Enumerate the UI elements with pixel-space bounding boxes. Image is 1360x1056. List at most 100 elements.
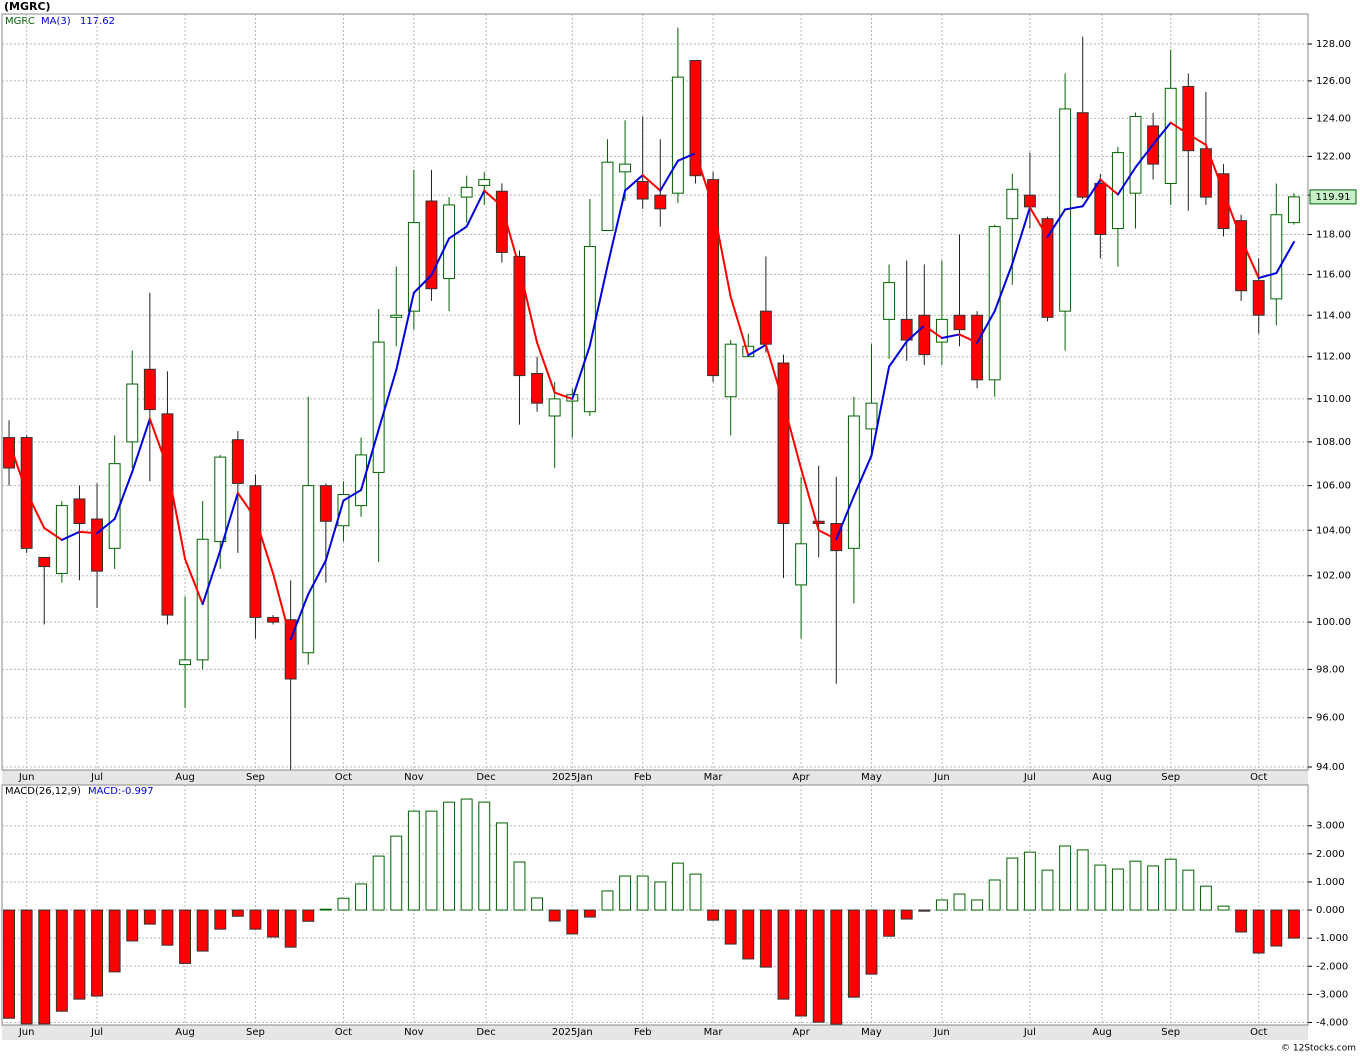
ma-segment: [712, 205, 732, 298]
candle-body: [1182, 85, 1195, 152]
macd-bar: [108, 909, 121, 973]
x-tick-label: Apr: [792, 1027, 810, 1038]
ma-segment: [993, 262, 1014, 313]
ma-segment: [219, 491, 239, 552]
candle-body: [231, 439, 244, 484]
y-tick-label: -2.000: [1316, 961, 1348, 972]
x-tick-label: Feb: [634, 1027, 652, 1038]
x-tick-label: Sep: [246, 772, 265, 783]
ma-segment: [1152, 121, 1172, 146]
macd-bar: [55, 909, 68, 1012]
y-tick-label: 112.00: [1316, 352, 1351, 363]
candle-body: [689, 60, 702, 177]
candle-body: [1287, 196, 1300, 224]
ma-segment: [272, 572, 292, 641]
macd-bar: [918, 909, 931, 912]
macd-bar: [3, 909, 15, 1019]
x-tick-label: Nov: [404, 1027, 424, 1038]
candle-body: [724, 343, 737, 398]
ma-segment: [465, 189, 486, 228]
y-tick-label: -1.000: [1316, 933, 1348, 944]
ma-segment: [518, 266, 539, 344]
macd-bar: [548, 909, 561, 922]
candle-body: [372, 341, 385, 473]
ma-segment: [307, 559, 327, 596]
ma-segment: [8, 440, 28, 494]
candle-body: [1199, 148, 1212, 198]
ma-segment: [676, 152, 697, 162]
macd-bar: [583, 909, 596, 918]
candle-body: [478, 179, 491, 186]
macd-bar: [1287, 909, 1300, 939]
ma-segment: [923, 324, 943, 339]
ma-segment: [536, 341, 556, 394]
ma-segment: [553, 391, 574, 400]
y-tick-label: 124.00: [1316, 113, 1351, 124]
x-tick-label: Sep: [1161, 772, 1180, 783]
ma-segment: [764, 343, 785, 405]
y-tick-label: 1.000: [1316, 877, 1345, 888]
candle-body: [126, 383, 139, 443]
y-tick-label: 102.00: [1316, 571, 1351, 582]
x-tick-label: 2025Jan: [552, 772, 593, 783]
ma-segment: [588, 264, 609, 347]
ma-segment: [747, 343, 767, 357]
ma-segment: [483, 189, 503, 208]
macd-bar: [1023, 851, 1036, 911]
last-price-label: 119.91: [1316, 192, 1351, 203]
candle-body: [707, 179, 720, 377]
y-tick-label: 114.00: [1316, 310, 1351, 321]
macd-bar: [249, 909, 262, 930]
candle-body: [900, 318, 913, 341]
x-tick-label: Sep: [1161, 1027, 1180, 1038]
y-tick-label: 94.00: [1316, 762, 1345, 773]
candle-body: [1217, 173, 1230, 230]
ma-segment: [184, 558, 204, 606]
macd-bar: [1059, 845, 1072, 911]
y-tick-label: 126.00: [1316, 76, 1351, 87]
ma-segment: [1257, 272, 1278, 279]
macd-bar: [619, 875, 632, 911]
ma-segment: [1240, 237, 1260, 279]
ma-segment: [1099, 178, 1119, 196]
ma-segment: [782, 402, 803, 470]
y-tick-label: 108.00: [1316, 437, 1351, 448]
footer: © 12Stocks.com: [1281, 1044, 1356, 1054]
candle-body: [971, 314, 984, 381]
candle-body: [812, 520, 825, 525]
candle-body: [953, 314, 966, 331]
candle-body: [161, 413, 174, 616]
candle-body: [583, 245, 596, 413]
candle-body: [284, 619, 297, 680]
x-tick-label: Dec: [476, 772, 495, 783]
macd-bar: [847, 909, 860, 998]
ma-segment: [694, 152, 715, 208]
macd-bar: [214, 909, 227, 930]
macd-bar: [337, 897, 350, 911]
ma-segment: [852, 454, 873, 498]
x-tick-label: Aug: [1092, 1027, 1112, 1038]
candle-body: [1094, 182, 1107, 235]
candle-body: [988, 226, 1001, 381]
ma-segment: [395, 291, 415, 371]
legend-ma-value: 117.62: [80, 16, 115, 27]
macd-bar: [443, 801, 456, 911]
macd-bar: [1164, 858, 1177, 911]
y-tick-label: 106.00: [1316, 481, 1351, 492]
x-tick-label: Mar: [704, 772, 724, 783]
x-tick-label: May: [861, 772, 882, 783]
candle-body: [759, 310, 772, 345]
ma-segment: [448, 225, 468, 240]
y-tick-label: 2.000: [1316, 849, 1345, 860]
x-tick-label: Sep: [246, 1027, 265, 1038]
x-axis-band: [2, 770, 1308, 785]
ma-segment: [360, 428, 380, 492]
macd-bar: [196, 909, 209, 952]
y-tick-label: -4.000: [1316, 1017, 1348, 1028]
macd-bar: [126, 909, 139, 942]
candle-body: [1006, 188, 1019, 220]
ma-segment: [60, 530, 81, 541]
y-tick-label: 122.00: [1316, 151, 1351, 162]
